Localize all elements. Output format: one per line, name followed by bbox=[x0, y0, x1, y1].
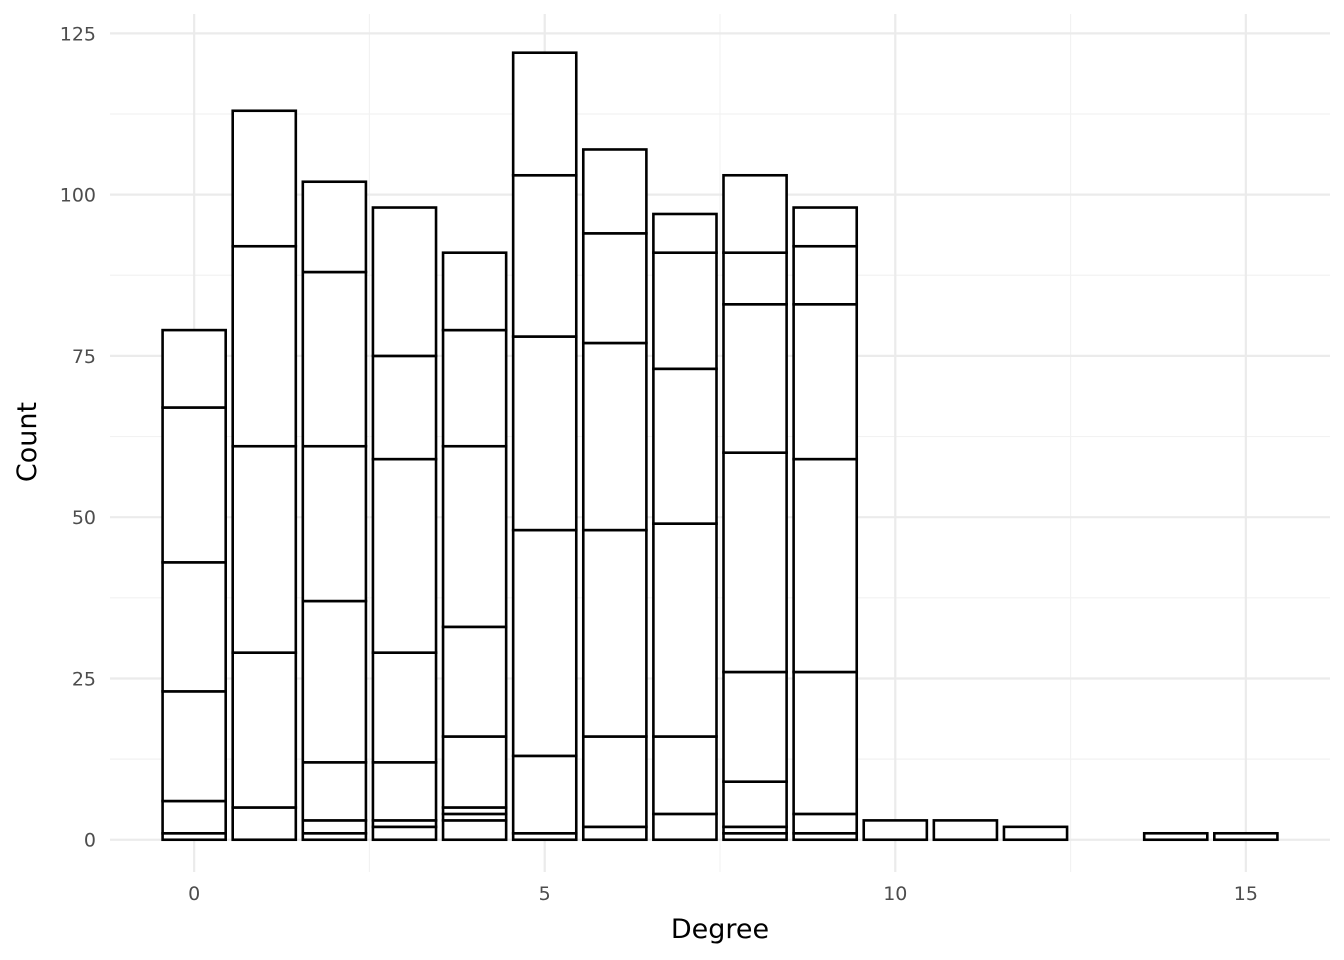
bar-segment bbox=[371, 354, 438, 461]
bar-degree-0 bbox=[161, 328, 227, 842]
x-axis-ticks: 0 5 10 15 bbox=[188, 883, 1258, 905]
bar-degree-14 bbox=[1142, 831, 1209, 842]
bar-segment bbox=[581, 148, 648, 235]
bar-segment bbox=[301, 761, 368, 822]
bar-segment bbox=[722, 303, 788, 454]
bar-degree-9 bbox=[792, 206, 859, 842]
bar-segment bbox=[511, 528, 578, 758]
bar-segment bbox=[722, 780, 788, 829]
bar-degree-8 bbox=[722, 173, 788, 842]
bar-segment bbox=[441, 819, 508, 842]
bar-degree-10 bbox=[862, 819, 929, 842]
bar-segment bbox=[441, 251, 508, 332]
bar-segment bbox=[161, 406, 227, 564]
bar-segment bbox=[581, 528, 648, 738]
bar-segment bbox=[1142, 831, 1209, 842]
bar-segment bbox=[371, 457, 438, 654]
bar-segment bbox=[231, 806, 298, 842]
bar-segment bbox=[792, 670, 859, 816]
y-axis-title: Count bbox=[12, 402, 43, 482]
bar-degree-11 bbox=[932, 819, 999, 842]
y-tick-label: 0 bbox=[84, 830, 96, 852]
bar-segment bbox=[511, 335, 578, 532]
bar-segment bbox=[652, 735, 718, 816]
x-tick-label: 0 bbox=[188, 883, 200, 905]
bar-segment bbox=[652, 522, 718, 738]
bar-segment bbox=[161, 799, 227, 835]
stacked-bars bbox=[161, 51, 1279, 842]
bar-degree-2 bbox=[301, 180, 368, 842]
bar-segment bbox=[161, 690, 227, 803]
bar-segment bbox=[1213, 831, 1279, 842]
y-axis-ticks: 0 25 50 75 100 125 bbox=[60, 23, 96, 851]
y-tick-label: 50 bbox=[72, 507, 96, 529]
bar-segment bbox=[161, 328, 227, 409]
bar-segment bbox=[441, 735, 508, 809]
bar-degree-7 bbox=[652, 212, 718, 842]
bar-segment bbox=[722, 451, 788, 674]
bar-segment bbox=[441, 444, 508, 629]
bar-segment bbox=[231, 444, 298, 654]
bar-segment bbox=[231, 244, 298, 448]
bar-segment bbox=[652, 812, 718, 842]
bar-segment bbox=[722, 173, 788, 254]
bar-segment bbox=[792, 303, 859, 461]
bar-segment bbox=[652, 212, 718, 254]
bar-segment bbox=[301, 270, 368, 448]
bar-segment bbox=[862, 819, 929, 842]
bar-segment bbox=[371, 825, 438, 842]
bar-segment bbox=[371, 206, 438, 358]
bar-degree-4 bbox=[441, 251, 508, 842]
bar-segment bbox=[371, 761, 438, 822]
x-tick-label: 10 bbox=[883, 883, 907, 905]
bar-segment bbox=[161, 561, 227, 693]
bar-segment bbox=[652, 251, 718, 371]
y-tick-label: 75 bbox=[72, 346, 96, 368]
bar-segment bbox=[792, 457, 859, 674]
y-tick-label: 100 bbox=[60, 185, 96, 207]
bar-segment bbox=[231, 651, 298, 809]
bar-segment bbox=[652, 367, 718, 525]
bar-segment bbox=[932, 819, 999, 842]
bar-degree-3 bbox=[371, 206, 438, 842]
bar-segment bbox=[301, 599, 368, 764]
bar-segment bbox=[511, 173, 578, 338]
bar-degree-6 bbox=[581, 148, 648, 842]
bar-segment bbox=[301, 444, 368, 603]
bar-segment bbox=[441, 625, 508, 738]
bar-segment bbox=[1002, 825, 1069, 842]
bar-segment bbox=[792, 244, 859, 306]
y-tick-label: 125 bbox=[60, 23, 96, 45]
bar-segment bbox=[231, 109, 298, 248]
bar-segment bbox=[511, 51, 578, 177]
bar-degree-12 bbox=[1002, 825, 1069, 842]
bar-segment bbox=[722, 251, 788, 306]
bar-degree-5 bbox=[511, 51, 578, 842]
bar-segment bbox=[581, 735, 648, 829]
bar-segment bbox=[792, 812, 859, 835]
x-axis-title: Degree bbox=[671, 914, 769, 945]
y-tick-label: 25 bbox=[72, 668, 96, 690]
bar-degree-15 bbox=[1213, 831, 1279, 842]
bar-segment bbox=[371, 651, 438, 764]
bar-segment bbox=[581, 232, 648, 345]
bar-segment bbox=[722, 670, 788, 783]
bar-segment bbox=[792, 206, 859, 248]
bar-degree-1 bbox=[231, 109, 298, 842]
bar-segment bbox=[581, 825, 648, 842]
bar-segment bbox=[301, 180, 368, 274]
bar-segment bbox=[301, 819, 368, 835]
x-tick-label: 15 bbox=[1234, 883, 1258, 905]
x-tick-label: 5 bbox=[539, 883, 551, 905]
bar-segment bbox=[581, 341, 648, 532]
bar-segment bbox=[441, 328, 508, 448]
bar-segment bbox=[511, 754, 578, 835]
